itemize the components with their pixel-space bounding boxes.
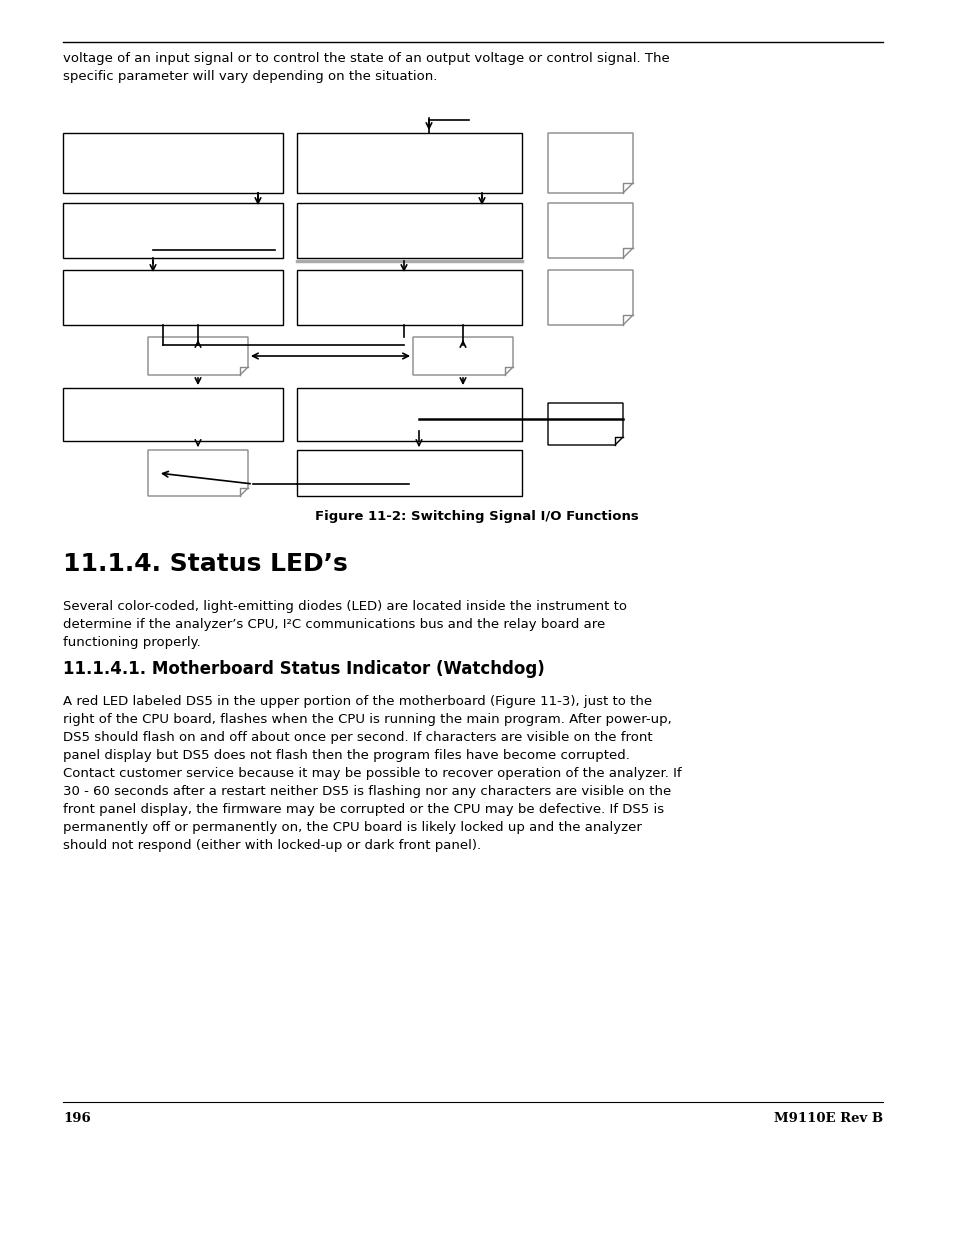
Text: voltage of an input signal or to control the state of an output voltage or contr: voltage of an input signal or to control… bbox=[63, 52, 669, 83]
Bar bbox=[63, 133, 283, 193]
Text: 11.1.4. Status LED’s: 11.1.4. Status LED’s bbox=[63, 552, 348, 576]
Bar bbox=[296, 388, 521, 441]
Bar bbox=[296, 270, 521, 325]
Text: 11.1.4.1. Motherboard Status Indicator (Watchdog): 11.1.4.1. Motherboard Status Indicator (… bbox=[63, 659, 544, 678]
Polygon shape bbox=[547, 403, 622, 445]
Bar bbox=[296, 133, 521, 193]
Polygon shape bbox=[547, 203, 633, 258]
Polygon shape bbox=[413, 337, 513, 375]
Bar bbox=[63, 203, 283, 258]
Text: A red LED labeled DS5 in the upper portion of the motherboard (Figure 11-3), jus: A red LED labeled DS5 in the upper porti… bbox=[63, 695, 680, 852]
Polygon shape bbox=[547, 270, 633, 325]
Bar bbox=[296, 203, 521, 258]
Text: 196: 196 bbox=[63, 1112, 91, 1125]
Bar bbox=[63, 388, 283, 441]
Text: Figure 11-2: Switching Signal I/O Functions: Figure 11-2: Switching Signal I/O Functi… bbox=[314, 510, 639, 522]
Text: M9110E Rev B: M9110E Rev B bbox=[773, 1112, 882, 1125]
Text: Several color-coded, light-emitting diodes (LED) are located inside the instrume: Several color-coded, light-emitting diod… bbox=[63, 600, 626, 650]
Bar bbox=[63, 270, 283, 325]
Polygon shape bbox=[148, 337, 248, 375]
Polygon shape bbox=[547, 133, 633, 193]
Polygon shape bbox=[148, 450, 248, 496]
Bar bbox=[296, 450, 521, 496]
